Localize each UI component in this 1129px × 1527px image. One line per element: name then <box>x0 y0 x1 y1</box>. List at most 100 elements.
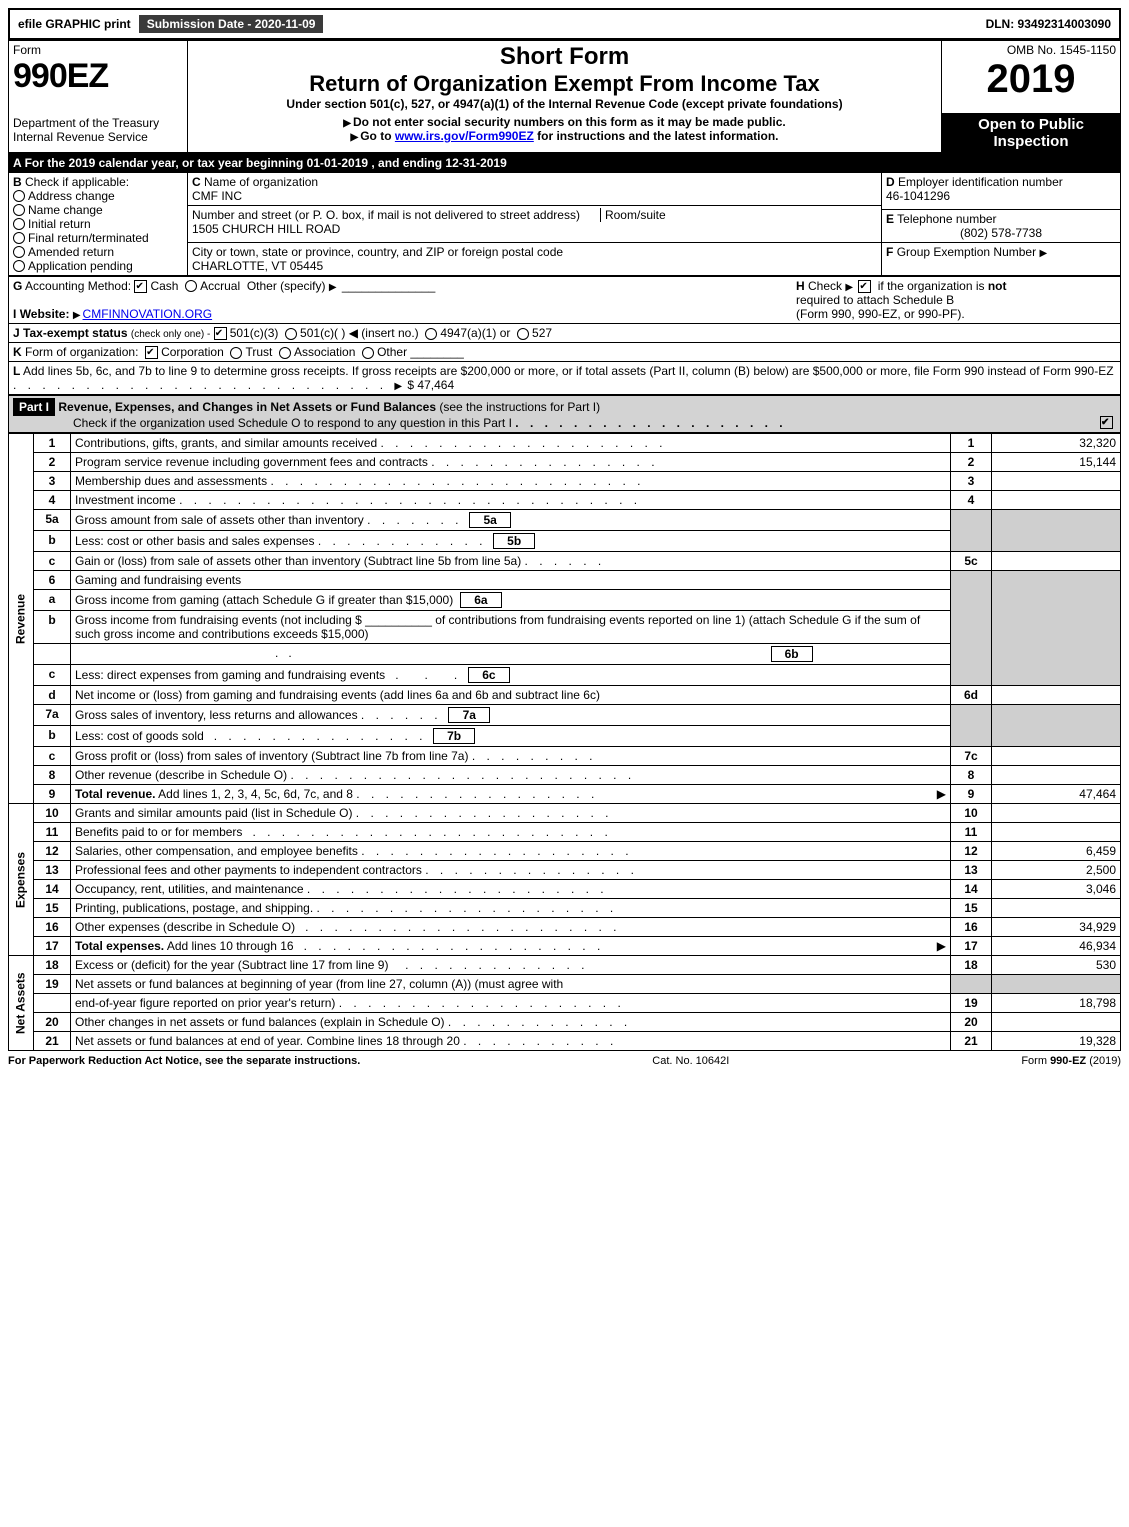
line-6c: Less: direct expenses from gaming and fu… <box>71 665 951 686</box>
arrow-icon <box>394 378 404 392</box>
ein-value: 46-1041296 <box>886 189 950 203</box>
line-8: Other revenue (describe in Schedule O) .… <box>71 766 951 785</box>
website-link[interactable]: CMFINNOVATION.ORG <box>83 307 213 321</box>
line-2: Program service revenue including govern… <box>71 453 951 472</box>
k-other: Other <box>377 345 407 359</box>
phone-value: (802) 578-7738 <box>886 226 1116 240</box>
col-num: 6d <box>951 686 992 705</box>
part1-header: Part I Revenue, Expenses, and Changes in… <box>8 395 1121 433</box>
h-not: not <box>988 279 1007 293</box>
line-num: c <box>34 552 71 571</box>
4947-radio[interactable] <box>425 328 437 340</box>
g-cash: Cash <box>150 279 178 293</box>
val-21: 19,328 <box>992 1032 1121 1051</box>
h-checkbox[interactable] <box>858 280 871 293</box>
val-16: 34,929 <box>992 918 1121 937</box>
netassets-section: Net Assets <box>9 956 34 1051</box>
final-return-radio[interactable] <box>13 232 25 244</box>
schedule-o-checkbox[interactable] <box>1100 416 1113 429</box>
j-opt1: 501(c)(3) <box>230 326 279 340</box>
val-19: 18,798 <box>992 994 1121 1013</box>
room-label: Room/suite <box>600 208 666 222</box>
warn-ssn: Do not enter social security numbers on … <box>353 115 786 129</box>
line-6b: Gross income from fundraising events (no… <box>71 611 951 644</box>
line-num: 8 <box>34 766 71 785</box>
line-5c: Gain or (loss) from sale of assets other… <box>71 552 951 571</box>
line-18: Excess or (deficit) for the year (Subtra… <box>71 956 951 975</box>
col-num: 8 <box>951 766 992 785</box>
col-num: 9 <box>951 785 992 804</box>
app-pending-radio[interactable] <box>13 260 25 272</box>
k-corp: Corporation <box>161 345 224 359</box>
opt-pending: Application pending <box>28 259 133 273</box>
k-assoc: Association <box>294 345 355 359</box>
j-opt2: 501(c)( ) <box>300 326 345 340</box>
line-7a: Gross sales of inventory, less returns a… <box>71 705 951 726</box>
j-opt3: (insert no.) <box>361 326 418 340</box>
line-num: 4 <box>34 491 71 510</box>
efile-label[interactable]: efile GRAPHIC print <box>10 15 139 33</box>
line-5b: Less: cost or other basis and sales expe… <box>71 531 951 552</box>
val-15 <box>992 899 1121 918</box>
line-12: Salaries, other compensation, and employ… <box>71 842 951 861</box>
line-10: Grants and similar amounts paid (list in… <box>71 804 951 823</box>
h-text3: required to attach Schedule B <box>796 293 954 307</box>
trust-radio[interactable] <box>230 347 242 359</box>
501c3-checkbox[interactable] <box>214 327 227 340</box>
dln-label: DLN: 93492314003090 <box>978 15 1119 33</box>
arrow-icon <box>351 129 361 143</box>
city-label: City or town, state or province, country… <box>192 245 563 259</box>
line-7c: Gross profit or (loss) from sales of inv… <box>71 747 951 766</box>
submission-date: Submission Date - 2020-11-09 <box>139 15 324 33</box>
line-num: 2 <box>34 453 71 472</box>
j-opt5: 527 <box>532 326 552 340</box>
tax-year: 2019 <box>987 57 1076 101</box>
subtitle: Under section 501(c), 527, or 4947(a)(1)… <box>192 97 937 111</box>
name-change-radio[interactable] <box>13 204 25 216</box>
irs-link[interactable]: www.irs.gov/Form990EZ <box>395 129 534 143</box>
col-num: 11 <box>951 823 992 842</box>
line-9: Total revenue. Add lines 1, 2, 3, 4, 5c,… <box>71 785 951 804</box>
addr-change-radio[interactable] <box>13 190 25 202</box>
warn-goto-tail: for instructions and the latest informat… <box>534 129 779 143</box>
501c-radio[interactable] <box>285 328 297 340</box>
gray-cell <box>951 975 992 994</box>
street-label: Number and street (or P. O. box, if mail… <box>192 208 580 222</box>
line-6b-box: . .6b <box>71 644 951 665</box>
arrow-icon <box>845 279 855 293</box>
line-num: 3 <box>34 472 71 491</box>
col-num: 17 <box>951 937 992 956</box>
line-num: 17 <box>34 937 71 956</box>
val-6d <box>992 686 1121 705</box>
l-text: Add lines 5b, 6c, and 7b to line 9 to de… <box>23 364 1114 378</box>
line-num: 6 <box>34 571 71 590</box>
val-10 <box>992 804 1121 823</box>
d-label: Employer identification number <box>898 175 1063 189</box>
line-num: 13 <box>34 861 71 880</box>
opt-amended: Amended return <box>28 245 114 259</box>
cash-checkbox[interactable] <box>134 280 147 293</box>
val-18: 530 <box>992 956 1121 975</box>
col-num: 2 <box>951 453 992 472</box>
col-num: 18 <box>951 956 992 975</box>
corp-checkbox[interactable] <box>145 346 158 359</box>
k-trust: Trust <box>245 345 272 359</box>
gray-cell <box>992 510 1121 552</box>
h-check: Check <box>808 279 842 293</box>
ghijkl-table: G Accounting Method: Cash Accrual Other … <box>8 276 1121 396</box>
gray-cell <box>992 571 1121 686</box>
527-radio[interactable] <box>517 328 529 340</box>
accrual-radio[interactable] <box>185 280 197 292</box>
h-text4: (Form 990, 990-EZ, or 990-PF). <box>796 307 965 321</box>
val-13: 2,500 <box>992 861 1121 880</box>
other-radio[interactable] <box>362 347 374 359</box>
title-short-form: Short Form <box>192 43 937 71</box>
assoc-radio[interactable] <box>279 347 291 359</box>
amended-radio[interactable] <box>13 246 25 258</box>
initial-return-radio[interactable] <box>13 218 25 230</box>
b-label: Check if applicable: <box>25 175 129 189</box>
line-num: 14 <box>34 880 71 899</box>
part1-label: Part I <box>13 398 55 416</box>
info-table: A For the 2019 calendar year, or tax yea… <box>8 153 1121 276</box>
line-19b: end-of-year figure reported on prior yea… <box>71 994 951 1013</box>
